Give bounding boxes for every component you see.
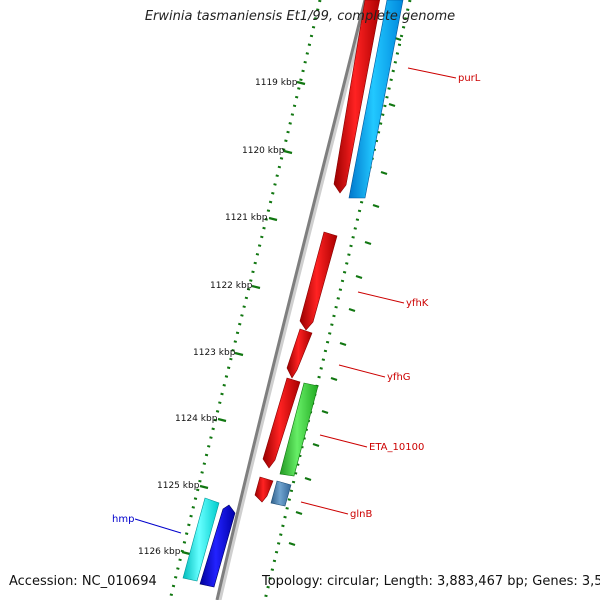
tick-label: 1120 kbp — [242, 146, 285, 156]
tick-1125 — [199, 484, 209, 490]
map-title: Erwinia tasmaniensis Et1/99, complete ge… — [144, 9, 456, 24]
tick-label: 1123 kbp — [193, 348, 236, 358]
feature-top-stub — [378, 0, 386, 10]
gene-label-leaders — [134, 67, 457, 534]
leader-ETA-10100 — [319, 434, 368, 448]
tick-1121 — [268, 216, 278, 222]
gene-label-glnB[interactable]: glnB — [350, 509, 372, 520]
gene-ETA-10100-green-arrow[interactable] — [279, 382, 319, 477]
tick-1126 — [181, 550, 191, 556]
accession-text: Accession: NC_010694 — [9, 574, 157, 589]
gene-label-yfhK[interactable]: yfhK — [406, 298, 429, 309]
tick-1119 — [296, 80, 306, 86]
tick-label: 1122 kbp — [210, 281, 253, 291]
gene-label-purL[interactable]: purL — [458, 73, 481, 84]
gene-hmp-cyan-arrow[interactable] — [182, 497, 220, 582]
gene-yfhG-arrow[interactable] — [286, 328, 313, 379]
tick-label: 1125 kbp — [157, 481, 200, 491]
gene-purL-arrow[interactable] — [333, 0, 382, 194]
gene-label-ETA-10100[interactable]: ETA_10100 — [369, 442, 424, 453]
leader-yfhK — [357, 291, 405, 304]
tick-1120 — [283, 149, 293, 155]
gene-glnB-arrow[interactable] — [270, 480, 292, 507]
gene-yfhK-arrow[interactable] — [299, 231, 338, 331]
tick-1124 — [217, 417, 227, 423]
backbone-shadow — [216, 0, 370, 600]
gene-label-hmp[interactable]: hmp — [112, 514, 134, 525]
tick-label: 1119 kbp — [255, 78, 298, 88]
tick-1123 — [234, 351, 244, 357]
scale-tick-labels: 1119 kbp 1120 kbp 1121 kbp 1122 kbp 1123… — [138, 78, 298, 557]
leader-yfhG — [338, 364, 386, 378]
gene-features — [182, 0, 404, 588]
leader-glnB — [300, 501, 349, 515]
gene-label-yfhG[interactable]: yfhG — [387, 372, 411, 383]
gene-labels: purL yfhK yfhG ETA_10100 glnB hmp — [112, 73, 481, 525]
genome-summary-text: Topology: circular; Length: 3,883,467 bp… — [262, 574, 600, 589]
tick-label: 1121 kbp — [225, 213, 268, 223]
scale-ticks — [181, 36, 402, 556]
gene-hmp-arrow[interactable] — [199, 504, 236, 588]
gene-purL-related-arrow[interactable] — [348, 0, 404, 199]
inner-dotted-track — [263, 0, 412, 600]
tick-label: 1126 kbp — [138, 547, 181, 557]
leader-purL — [407, 67, 457, 79]
leader-hmp — [134, 518, 182, 534]
tick-1122 — [251, 284, 261, 290]
outer-dotted-track — [168, 0, 322, 600]
tick-label: 1124 kbp — [175, 414, 218, 424]
gene-glnB-red-arrow[interactable] — [254, 476, 274, 503]
genome-backbone — [215, 0, 367, 600]
gene-ETA-10100-red-arrow[interactable] — [262, 377, 301, 469]
